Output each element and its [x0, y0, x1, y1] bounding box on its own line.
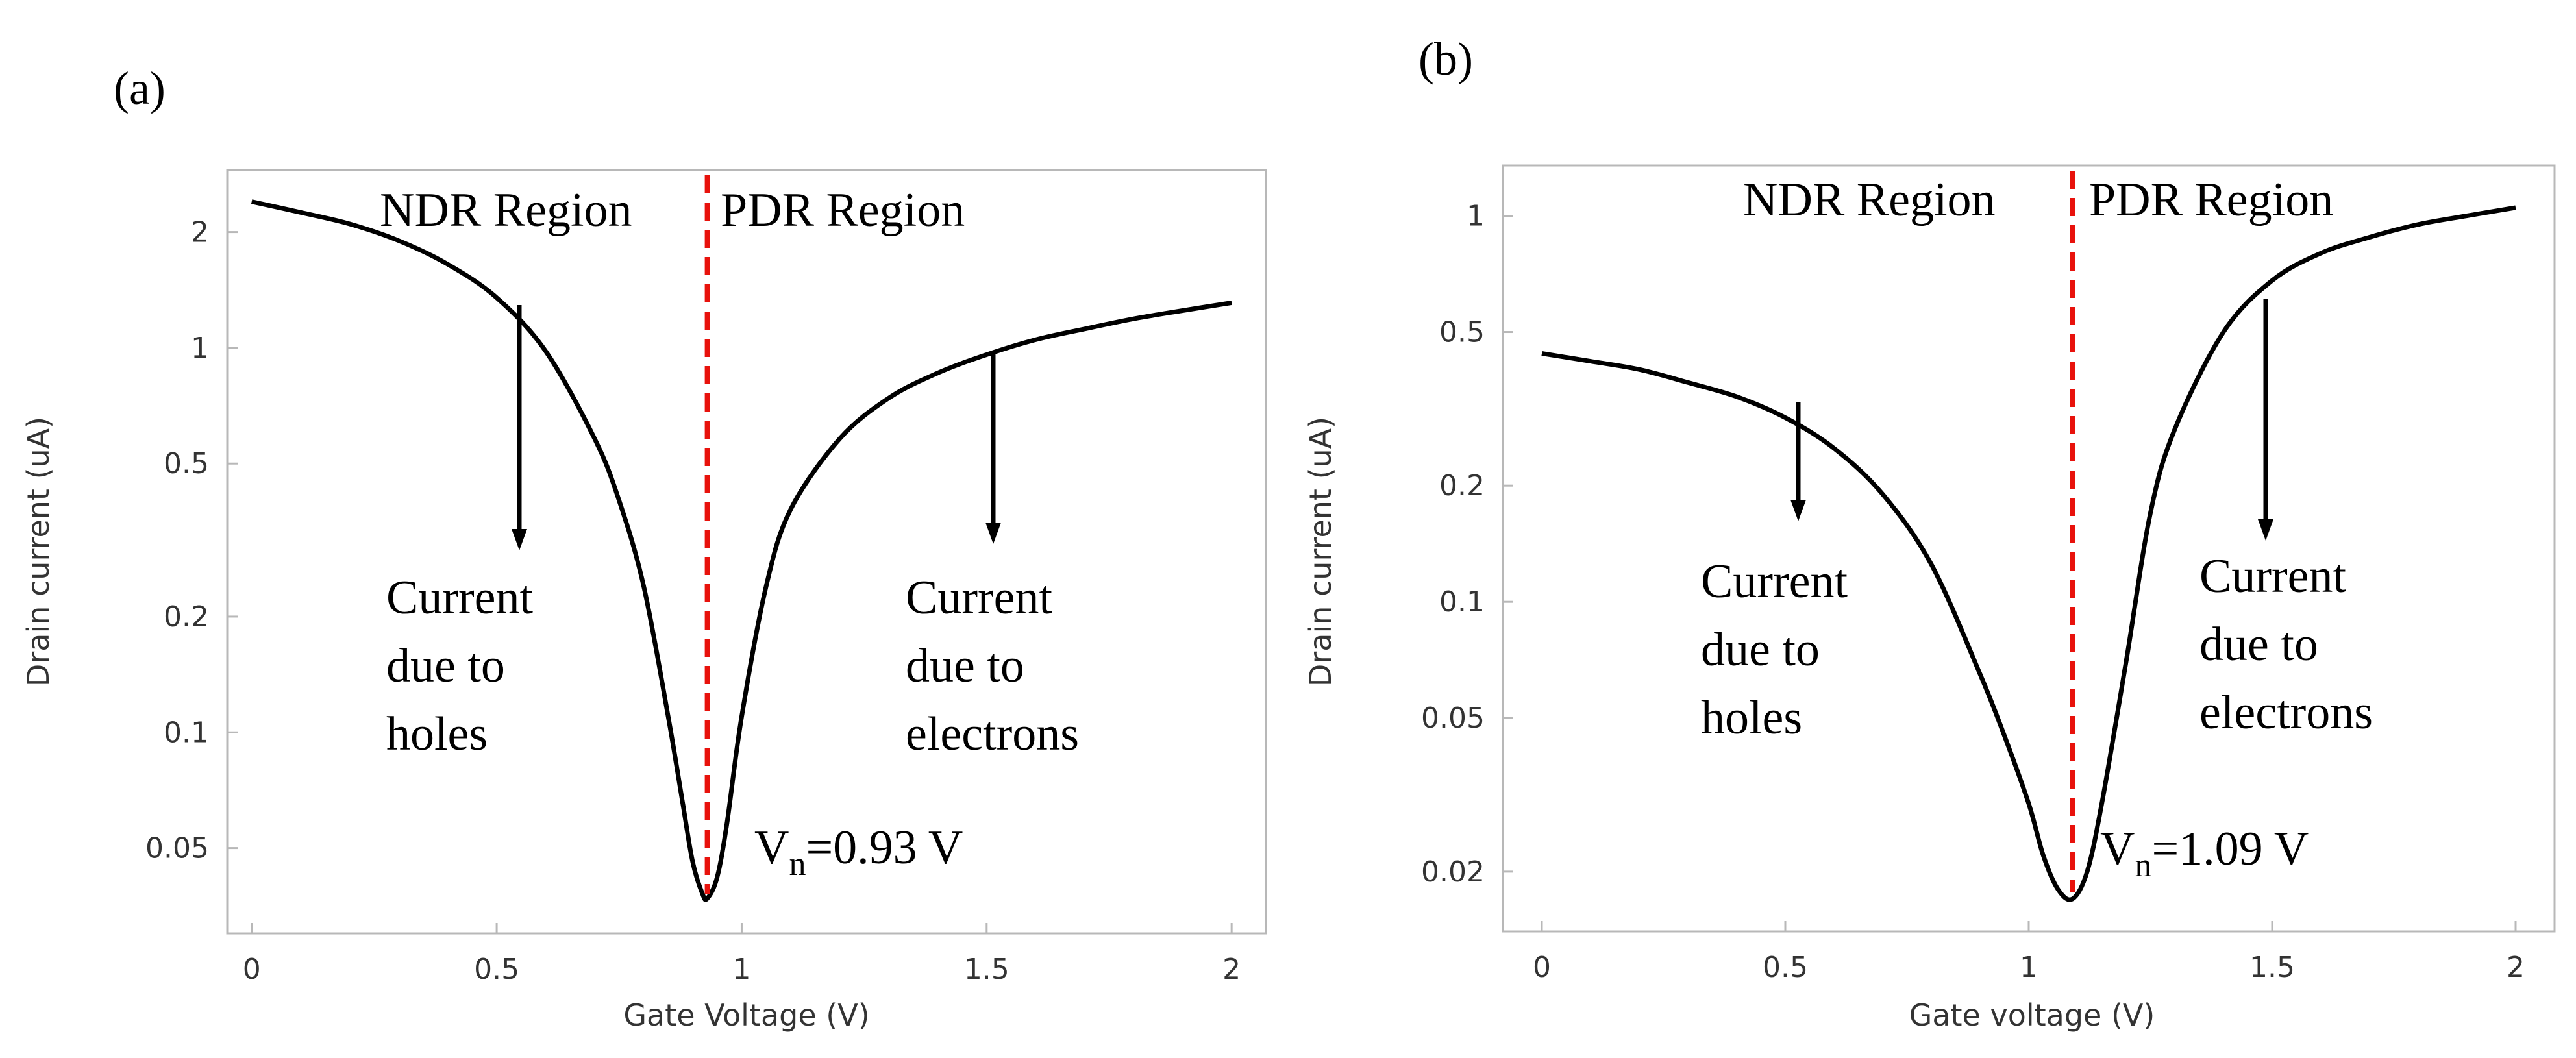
y-tick-label: 0.1	[164, 716, 209, 749]
panel-b-holes-line-3: holes	[1701, 691, 1802, 744]
y-tick-label: 1	[1467, 200, 1485, 233]
panel-a-plot-frame	[226, 169, 1267, 935]
x-tick-label: 1.5	[2249, 951, 2295, 984]
panel-b-plot-frame	[1502, 164, 2556, 933]
panel-a-electrons-line-1: Current	[906, 571, 1052, 624]
panel-b-y-axis: 0.02 0.05 0.1 0.2 0.5 1	[1421, 200, 1513, 889]
panel-a-electrons-arrow	[985, 351, 1001, 544]
panel-b-electrons-arrow	[2258, 299, 2273, 541]
y-tick-label: 1	[191, 332, 209, 365]
panel-b-series-line	[1541, 205, 2516, 902]
panel-a: (a) 0.05 0.1 0.2 0.5 1 2 0 0.5 1 1.5 2 Gate Volta…	[21, 62, 1267, 1033]
panel-b-ndr-label: NDR Region	[1743, 173, 1996, 227]
panel-a-holes-line-3: holes	[386, 707, 488, 761]
y-tick-label: 0.05	[1421, 702, 1485, 735]
panel-b-pdr-label: PDR Region	[2089, 173, 2333, 227]
panel-a-holes-arrow	[512, 305, 527, 550]
x-tick-label: 0	[243, 953, 261, 986]
panel-b-label: (b)	[1418, 33, 1473, 85]
y-tick-label: 0.5	[164, 447, 209, 480]
x-tick-label: 2	[2507, 951, 2525, 984]
y-tick-label: 2	[191, 216, 209, 249]
panel-a-x-axis: 0 0.5 1 1.5 2	[243, 923, 1241, 986]
x-tick-label: 0	[1533, 951, 1551, 984]
panel-a-threshold-label: Vn=0.93 V	[754, 821, 963, 883]
panel-a-electrons-line-3: electrons	[906, 707, 1079, 761]
panel-b-electrons-line-3: electrons	[2199, 686, 2373, 739]
panel-b-x-axis: 0 0.5 1 1.5 2	[1533, 921, 2525, 984]
panel-b-electrons-line-2: due to	[2199, 618, 2318, 671]
y-tick-label: 0.2	[164, 600, 209, 634]
panel-b-holes-line-2: due to	[1701, 623, 1820, 676]
panel-a-electrons-line-2: due to	[906, 639, 1024, 693]
x-tick-label: 0.5	[1763, 951, 1808, 984]
y-tick-label: 0.02	[1421, 855, 1485, 889]
panel-b: (b) 0.02 0.05 0.1 0.2 0.5 1 0 0.5 1 1.5 2 Gate vo…	[1303, 33, 2556, 1033]
x-tick-label: 1	[732, 953, 750, 986]
panel-a-pdr-label: PDR Region	[721, 184, 965, 237]
x-tick-label: 1	[2020, 951, 2038, 984]
x-tick-label: 1.5	[964, 953, 1009, 986]
panel-b-y-axis-title: Drain current (uA)	[1303, 417, 1338, 687]
y-tick-label: 0.05	[145, 832, 209, 865]
y-tick-label: 0.2	[1439, 469, 1485, 502]
panel-a-label: (a)	[114, 62, 166, 114]
panel-b-holes-line-1: Current	[1701, 555, 1848, 608]
x-tick-label: 0.5	[474, 953, 519, 986]
panel-a-holes-line-2: due to	[386, 639, 505, 693]
panel-b-x-axis-title: Gate voltage (V)	[1909, 998, 2155, 1033]
x-tick-label: 2	[1222, 953, 1241, 986]
panel-a-holes-line-1: Current	[386, 571, 533, 624]
panel-a-series-line	[251, 199, 1232, 902]
y-tick-label: 0.5	[1439, 316, 1485, 349]
panel-a-y-axis-title: Drain current (uA)	[21, 417, 56, 687]
panel-a-y-axis: 0.05 0.1 0.2 0.5 1 2	[145, 216, 238, 865]
y-tick-label: 0.1	[1439, 585, 1485, 619]
panel-b-electrons-line-1: Current	[2199, 550, 2346, 603]
panel-a-x-axis-title: Gate Voltage (V)	[623, 998, 869, 1033]
panel-a-ndr-label: NDR Region	[380, 184, 632, 237]
panel-b-threshold-label: Vn=1.09 V	[2100, 822, 2309, 884]
panel-b-holes-arrow	[1790, 402, 1806, 521]
